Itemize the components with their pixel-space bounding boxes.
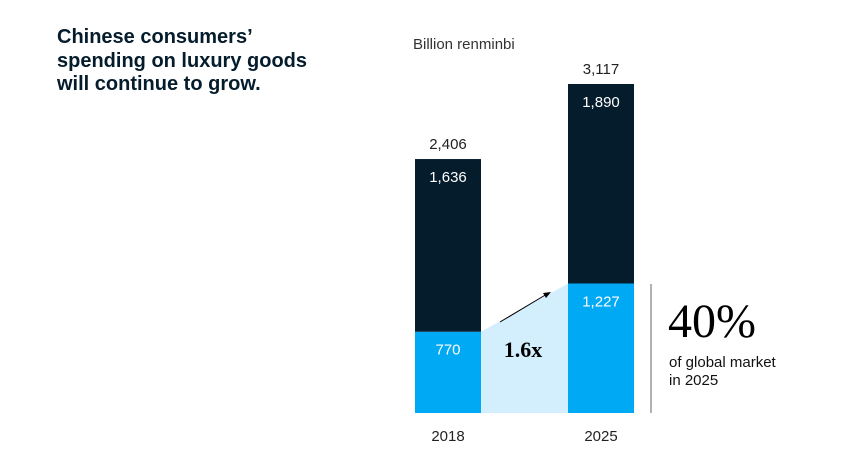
growth-arrow-head xyxy=(543,292,551,298)
segment-label: 1,890 xyxy=(582,94,620,111)
bar-segment xyxy=(415,159,481,332)
bar-segment xyxy=(415,331,481,413)
bar-segment xyxy=(568,84,634,284)
segment-label: 770 xyxy=(435,342,460,359)
title-line: Chinese consumers’ xyxy=(57,26,253,48)
category-label: 2025 xyxy=(584,428,617,445)
growth-label: 1.6x xyxy=(504,337,543,362)
title-line: spending on luxury goods xyxy=(57,49,307,72)
callout-value: 40% xyxy=(668,295,756,348)
callout-text-line: of global market xyxy=(669,354,777,371)
chart-title: Chinese consumers’ spending on luxury go… xyxy=(57,26,307,97)
title-line: will continue to grow. xyxy=(57,73,261,95)
segment-label: 1,636 xyxy=(429,169,467,186)
growth-arrow-line xyxy=(499,293,548,323)
callout-text-line: in 2025 xyxy=(669,372,718,389)
unit-label: Billion renminbi xyxy=(413,36,515,53)
bar-segment xyxy=(568,283,634,413)
growth-band xyxy=(481,283,568,413)
total-label: 3,117 xyxy=(583,61,619,78)
segment-label: 1,227 xyxy=(582,293,620,310)
category-label: 2018 xyxy=(431,428,464,445)
total-label: 2,406 xyxy=(429,136,467,153)
